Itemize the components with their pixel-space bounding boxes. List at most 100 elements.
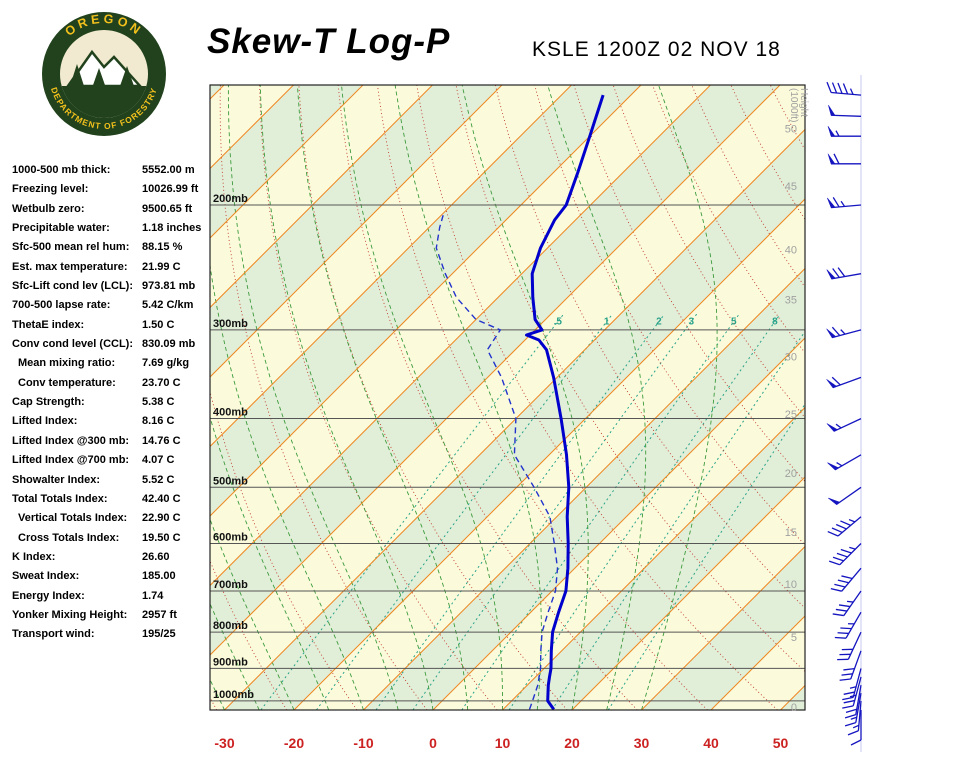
wind-barb-icon [832,590,862,617]
svg-text:50: 50 [785,123,797,135]
index-value: 23.70 C [142,376,181,389]
index-row: Sweat Index: 185.00 [12,567,212,586]
dewpoint-trace [435,212,559,710]
svg-text:800mb: 800mb [213,620,248,632]
index-row: Cap Strength: 5.38 C [12,393,212,412]
wind-barb-icon [826,326,862,339]
height-axis-title: Height [798,88,809,117]
wind-barb-icon [828,105,862,117]
index-label: Sweat Index: [12,570,80,583]
index-row: Est. max temperature: 21.99 C [12,258,212,277]
svg-text:900mb: 900mb [213,656,248,668]
svg-text:400mb: 400mb [213,407,248,419]
svg-text:45: 45 [785,181,797,193]
svg-text:30: 30 [785,351,797,363]
index-row: Conv cond level (CCL): 830.09 mb [12,335,212,354]
index-value: 830.09 mb [142,338,196,351]
station-id: KSLE 1200Z 02 NOV 18 [532,38,781,61]
index-value: 14.76 C [142,434,181,447]
wind-barb-icon [850,710,862,746]
index-label: Conv cond level (CCL): [12,338,134,351]
svg-text:20: 20 [564,735,580,751]
wind-barb-icon [844,692,862,727]
index-label: Sfc-Lift cond lev (LCL): [12,280,133,293]
svg-text:5: 5 [791,632,797,644]
svg-text:30: 30 [634,735,650,751]
index-row: Transport wind: 195/25 [12,625,212,644]
svg-text:50: 50 [773,735,789,751]
svg-text:0: 0 [429,735,437,751]
index-label: Cap Strength: [12,396,85,409]
index-row: Energy Index: 1.74 [12,587,212,606]
wind-barb-icon [827,126,861,137]
index-row: Precipitable water: 1.18 inches [12,219,212,238]
index-label: Lifted Index @300 mb: [12,434,130,447]
wind-barb-icon [839,650,862,681]
wind-barb-icon [834,611,862,639]
index-value: 1.50 C [142,318,175,331]
index-label: 700-500 lapse rate: [12,299,111,312]
index-label: Lifted Index @700 mb: [12,454,130,467]
index-value: 195/25 [142,628,176,641]
index-row: Yonker Mixing Height: 2957 ft [12,606,212,625]
pressure-labels: 200mb 300mb 400mb 500mb 600mb 700mb 800mb 900mb… [213,193,254,701]
logo-tree-icon [92,68,106,88]
index-label: Sfc-500 mean rel hum: [12,241,130,254]
svg-text:10: 10 [495,735,511,751]
index-row: Sfc-Lift cond lev (LCL): 973.81 mb [12,277,212,296]
svg-text:-10: -10 [353,735,373,751]
svg-text:15: 15 [785,527,797,539]
index-value: 5.52 C [142,473,175,486]
mixing-ratio-labels: .5 1 2 3 5 8 [554,317,778,328]
wind-barb-icon [828,543,862,566]
temperature-trace [525,94,605,710]
index-value: 5.42 C/km [142,299,194,312]
isotherms [210,85,805,710]
mixing-ratio-lines [260,313,805,710]
svg-text:20: 20 [785,468,797,480]
index-value: 1.18 inches [142,222,202,235]
index-value: 10026.99 ft [142,183,199,196]
index-value: 1.74 [142,589,164,602]
index-label: Est. max temperature: [12,260,128,273]
svg-text:700mb: 700mb [213,579,248,591]
temp-axis-labels: -30 -20 -10 0 10 20 30 40 50 [214,735,788,751]
index-value: 21.99 C [142,260,181,273]
index-value: 8.16 C [142,415,175,428]
index-label: Lifted Index: [12,415,78,428]
index-label: Showalter Index: [12,473,101,486]
index-label: 1000-500 mb thick: [12,164,111,176]
wind-barb-icon [827,153,861,165]
plot-area [210,85,805,710]
index-value: 26.60 [142,550,170,563]
svg-text:-20: -20 [284,735,304,751]
svg-text:200mb: 200mb [213,193,248,205]
index-row: Lifted Index: 8.16 C [12,412,212,431]
index-row: Sfc-500 mean rel hum: 88.15 % [12,238,212,257]
index-value: 5552.00 m [142,164,195,176]
index-row: Lifted Index @300 mb: 14.76 C [12,432,212,451]
dry-adiabats [210,85,805,710]
svg-text:8: 8 [772,317,778,328]
index-label: Precipitable water: [12,222,110,235]
index-value: 9500.65 ft [142,202,193,215]
svg-text:10: 10 [785,579,797,591]
index-label: Cross Totals Index: [18,531,120,544]
index-label: ThetaE index: [12,318,85,331]
wind-barb-icon [837,631,862,661]
index-value: 185.00 [142,570,176,583]
index-label: Wetbulb zero: [12,202,85,215]
svg-text:600mb: 600mb [213,531,248,543]
wind-barb-icon [826,376,862,389]
index-value: 7.69 g/kg [142,357,190,370]
index-value: 973.81 mb [142,280,196,293]
svg-text:35: 35 [785,295,797,307]
svg-text:40: 40 [785,244,797,256]
index-row: 700-500 lapse rate: 5.42 C/km [12,296,212,315]
index-row: Cross Totals Index: 19.50 C [12,529,212,548]
wind-barb-icon [826,267,862,280]
index-label: Energy Index: [12,589,85,602]
